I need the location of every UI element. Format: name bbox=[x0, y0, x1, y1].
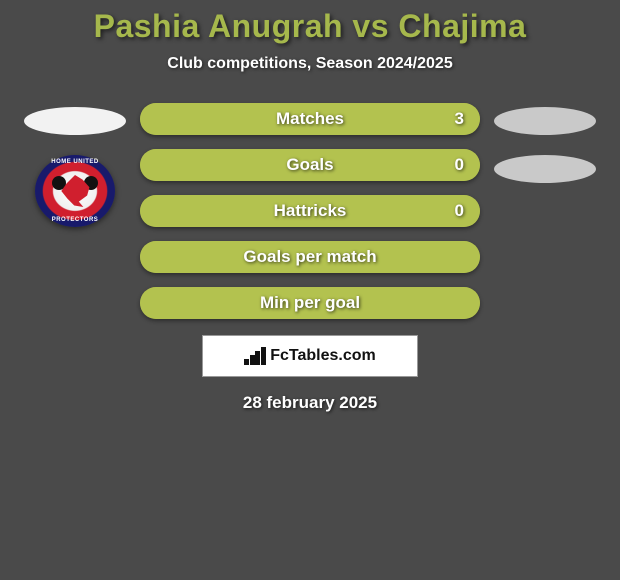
stat-bar: Hattricks 0 bbox=[140, 195, 480, 227]
stat-value: 3 bbox=[455, 109, 464, 129]
brand-footer[interactable]: FcTables.com bbox=[202, 335, 418, 377]
stat-label: Goals bbox=[286, 155, 333, 175]
stat-label: Matches bbox=[276, 109, 344, 129]
stat-label: Hattricks bbox=[274, 201, 347, 221]
brand-name: FcTables.com bbox=[270, 347, 376, 365]
club-right-badge bbox=[494, 155, 596, 183]
badge-top-text: HOME UNITED bbox=[51, 159, 99, 165]
stat-label: Goals per match bbox=[243, 247, 376, 267]
stat-bar: Min per goal bbox=[140, 287, 480, 319]
page-title: Pashia Anugrah vs Chajima bbox=[0, 8, 620, 45]
stat-label: Min per goal bbox=[260, 293, 360, 313]
stat-bar: Matches 3 bbox=[140, 103, 480, 135]
badge-bottom-text: PROTECTORS bbox=[52, 217, 99, 223]
player-left-avatar bbox=[24, 107, 126, 135]
bar-chart-icon bbox=[244, 347, 266, 365]
stat-value: 0 bbox=[455, 201, 464, 221]
player-right-avatar bbox=[494, 107, 596, 135]
date-text: 28 february 2025 bbox=[0, 393, 620, 413]
content-row: HOME UNITED PROTECTORS Matches3Goals0Hat… bbox=[0, 103, 620, 319]
subtitle: Club competitions, Season 2024/2025 bbox=[0, 55, 620, 73]
stat-bar: Goals 0 bbox=[140, 149, 480, 181]
badge-dragon-icon bbox=[56, 172, 94, 210]
comparison-card: Pashia Anugrah vs Chajima Club competiti… bbox=[0, 0, 620, 413]
stat-bar: Goals per match bbox=[140, 241, 480, 273]
club-left-badge: HOME UNITED PROTECTORS bbox=[35, 155, 115, 227]
stat-value: 0 bbox=[455, 155, 464, 175]
left-column: HOME UNITED PROTECTORS bbox=[20, 103, 130, 227]
stats-column: Matches 3 Goals 0 Hattricks 0 Goals per match M… bbox=[140, 103, 480, 319]
right-column bbox=[490, 103, 600, 183]
